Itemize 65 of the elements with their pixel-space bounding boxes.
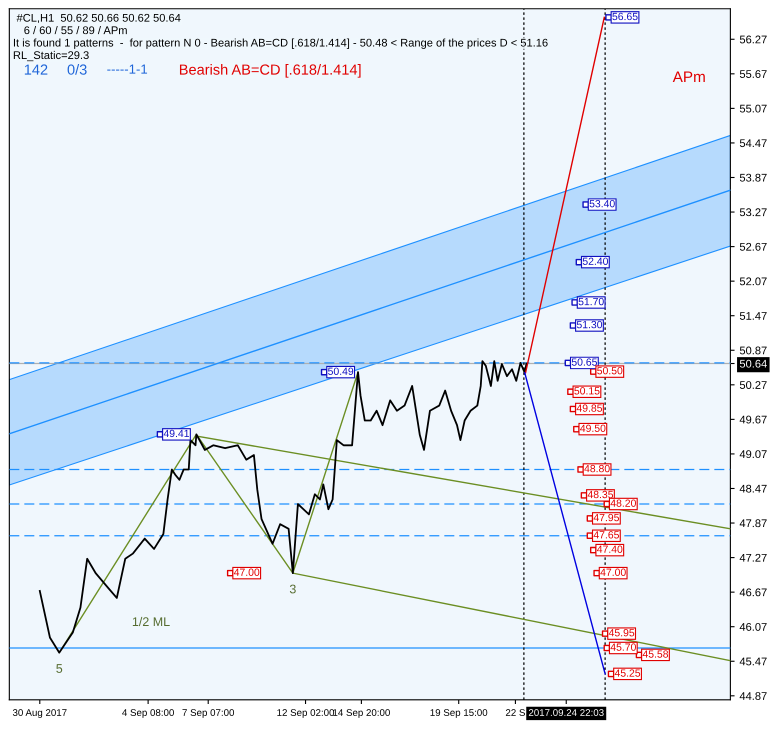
x-tick-label: 30 Aug 2017 <box>12 709 67 718</box>
data-label: 53.40 <box>590 200 615 208</box>
data-label: 45.58 <box>642 650 668 658</box>
annotation: 6 / 60 / 55 / 89 / APm <box>24 26 127 34</box>
data-label: 50.50 <box>597 366 622 374</box>
x-tick-label: 22 S <box>506 709 525 716</box>
data-label: 50.15 <box>574 387 600 395</box>
y-tick-label: 46.67 <box>740 588 767 596</box>
x-tick-label: 4 Sep 08:00 <box>122 709 174 718</box>
data-label: 47.65 <box>594 531 619 538</box>
data-label: 45.25 <box>614 669 640 677</box>
y-tick-label: 47.27 <box>740 554 767 562</box>
data-label: 51.30 <box>576 320 602 328</box>
y-tick-label: 49.67 <box>740 416 767 424</box>
annotation: Bearish AB=CD [.618/1.414] <box>180 64 361 78</box>
data-label: 47.40 <box>596 546 622 553</box>
x-tick-label: 19 Sep 15:00 <box>430 709 488 718</box>
annotation: It is found 1 patterns - for pattern N 0 - Bearish AB=CD [.618/1.414] - 50.48 < Range of the prices D < 51.16 <box>14 38 548 49</box>
data-label: 47.00 <box>600 568 626 576</box>
data-label: 56.65 <box>612 12 638 20</box>
data-label: 49.85 <box>576 404 602 412</box>
y-tick-label: 52.67 <box>740 242 767 251</box>
annotation: 0/3 <box>68 64 87 75</box>
y-tick-label: 50.87 <box>740 346 767 354</box>
y-tick-label: 53.87 <box>740 174 767 182</box>
data-label: 48.20 <box>610 499 636 507</box>
y-tick-label: 49.07 <box>740 450 767 458</box>
data-label: 49.41 <box>164 430 189 438</box>
y-tick-label: 47.87 <box>740 519 767 528</box>
data-label: 50.65 <box>572 358 597 366</box>
data-label: 45.70 <box>610 643 636 651</box>
y-tick-label: 50.64 <box>740 360 767 368</box>
y-tick-label: 48.47 <box>740 484 767 493</box>
y-tick-label: 44.87 <box>740 692 767 700</box>
y-tick-label: 45.47 <box>740 658 767 666</box>
annotation: 5 <box>56 664 62 673</box>
y-tick-label: 55.67 <box>740 70 767 78</box>
y-tick-label: 55.07 <box>740 104 767 113</box>
annotation: -----1-1 <box>107 64 148 74</box>
annotation: 142 <box>24 64 48 75</box>
y-tick-label: 46.07 <box>740 622 767 631</box>
annotation: 1/2 ML <box>132 616 170 626</box>
data-label: 51.70 <box>578 298 604 306</box>
y-tick-label: 50.27 <box>740 381 767 389</box>
x-tick-label: 2017.09.24 22:03 <box>528 709 604 716</box>
data-label: 50.49 <box>328 368 354 375</box>
y-tick-label: 56.27 <box>740 36 767 44</box>
data-label: 49.50 <box>580 424 606 432</box>
annotation: #CL,H1 50.62 50.66 50.62 50.64 <box>16 14 181 24</box>
data-label: 47.00 <box>234 568 260 576</box>
y-tick-label: 52.07 <box>740 277 767 286</box>
y-tick-label: 51.47 <box>740 312 767 320</box>
x-tick-label: 12 Sep 02:00 <box>277 709 334 718</box>
data-label: 52.40 <box>582 258 608 265</box>
data-label: 47.95 <box>594 514 619 522</box>
data-label: 48.80 <box>584 464 610 472</box>
annotation: APm <box>672 72 705 82</box>
data-label: 48.35 <box>588 490 614 498</box>
y-tick-label: 53.27 <box>740 208 767 216</box>
annotation: RL_Static=29.3 <box>14 50 89 62</box>
x-tick-label: 7 Sep 07:00 <box>182 709 234 718</box>
data-label: 45.95 <box>608 629 634 636</box>
x-tick-label: 14 Sep 20:00 <box>333 709 390 718</box>
y-tick-label: 54.47 <box>740 139 767 148</box>
annotation: 3 <box>290 584 296 594</box>
